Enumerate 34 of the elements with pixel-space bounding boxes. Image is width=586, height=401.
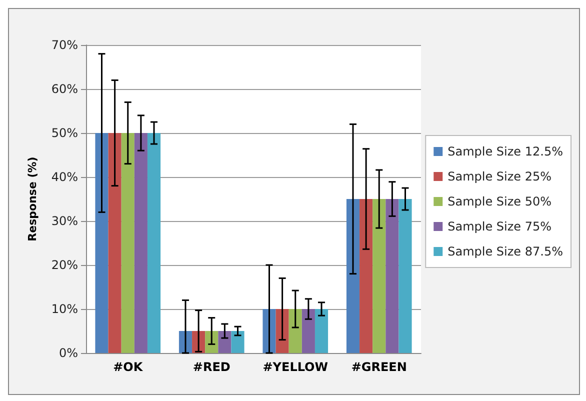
bar <box>360 199 373 353</box>
legend-label: Sample Size 75% <box>448 220 552 234</box>
y-tick-label: 10% <box>51 302 78 316</box>
y-tick-label: 20% <box>51 258 78 272</box>
x-tick-label: #RED <box>192 360 230 374</box>
x-tick-label: #YELLOW <box>262 360 328 374</box>
bar <box>386 199 399 353</box>
bar <box>314 309 328 353</box>
bar <box>218 331 232 353</box>
y-tick-label: 60% <box>51 82 78 96</box>
y-tick-label: 0% <box>58 346 78 360</box>
bar <box>147 133 161 353</box>
bar <box>205 331 218 353</box>
bar <box>95 133 108 353</box>
y-tick-label: 70% <box>51 38 78 52</box>
y-tick-label: 50% <box>51 126 78 140</box>
y-tick-label: 40% <box>51 170 78 184</box>
y-tick-label: 30% <box>51 214 78 228</box>
bar <box>231 331 244 353</box>
bar <box>372 199 386 353</box>
bar <box>108 133 122 353</box>
x-tick-label: #OK <box>113 360 144 374</box>
y-axis-title: Response (%) <box>26 156 39 242</box>
bar <box>288 309 302 353</box>
legend-label: Sample Size 87.5% <box>448 244 564 258</box>
bar <box>121 133 134 353</box>
bar <box>302 309 315 353</box>
legend-label: Sample Size 50% <box>448 194 552 208</box>
legend-label: Sample Size 12.5% <box>448 144 564 158</box>
bar <box>346 199 360 353</box>
x-tick-label: #GREEN <box>351 360 407 374</box>
bar <box>134 133 148 353</box>
bar <box>398 199 412 353</box>
legend-label: Sample Size 25% <box>448 170 552 184</box>
